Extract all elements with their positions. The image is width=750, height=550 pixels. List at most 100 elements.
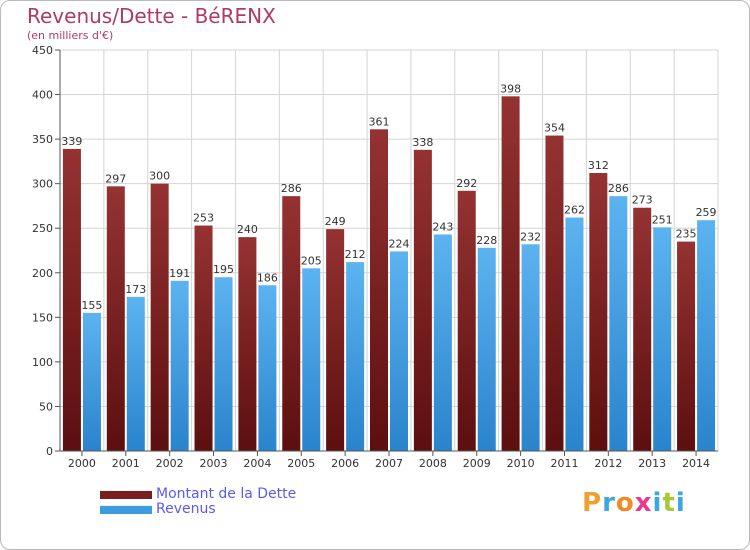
x-tick-label: 2011 [550,457,578,470]
data-label-dette: 338 [412,136,433,149]
bar-dette [238,237,257,451]
y-tick-label: 50 [39,400,53,413]
data-label-revenus: 243 [432,220,453,233]
chart-subtitle: (en milliers d'€) [27,29,114,42]
x-tick-label: 2013 [638,457,666,470]
x-tick-label: 2001 [112,457,140,470]
logo-letter: x [634,488,653,518]
y-tick-label: 200 [32,267,53,280]
bar-revenus [565,217,584,451]
data-label-dette: 300 [149,170,170,183]
bar-revenus [653,227,672,451]
bar-dette [545,135,564,451]
x-tick-label: 2008 [419,457,447,470]
bar-dette [150,183,169,451]
bar-revenus [609,196,628,451]
data-label-revenus: 259 [696,206,717,219]
x-tick-label: 2006 [331,457,359,470]
bar-dette [370,129,388,451]
bar-revenus [170,280,189,451]
data-label-dette: 249 [325,215,346,228]
data-label-revenus: 173 [125,283,146,296]
x-tick-label: 2009 [463,457,491,470]
data-label-revenus: 212 [345,248,366,261]
bar-revenus [521,244,540,451]
bar-dette [282,196,301,451]
y-tick-label: 0 [46,445,53,458]
x-tick-label: 2007 [375,457,403,470]
y-tick-label: 350 [32,133,53,146]
data-label-revenus: 224 [389,237,410,250]
bar-revenus [258,285,277,451]
bar-revenus [82,312,101,451]
data-label-revenus: 155 [81,299,102,312]
proxiti-logo: Proxiti [582,488,686,518]
x-tick-label: 2010 [507,457,535,470]
x-tick-label: 2004 [243,457,271,470]
legend-label-dette: Montant de la Dette [156,486,297,502]
data-label-dette: 240 [237,223,258,236]
data-label-dette: 286 [281,182,302,195]
logo-letter: t [662,488,676,518]
x-tick-label: 2003 [200,457,228,470]
bar-dette [62,148,81,451]
bar-dette [326,229,345,451]
data-label-revenus: 286 [608,182,629,195]
legend-item-dette: Montant de la Dette [100,486,296,502]
data-label-dette: 398 [500,82,521,95]
legend-item-revenus: Revenus [100,501,216,517]
data-label-revenus: 232 [520,230,541,243]
y-tick-label: 300 [32,178,53,191]
bar-revenus [477,247,496,451]
chart-title: Revenus/Dette - BéRENX [27,4,276,28]
bar-dette [501,96,520,452]
legend-swatch-revenus [100,504,152,514]
logo-letter: P [582,488,603,518]
data-label-revenus: 262 [564,204,585,217]
bar-dette [457,190,476,451]
y-tick-label: 150 [32,311,53,324]
data-label-dette: 297 [105,172,126,185]
gridlines [60,49,719,451]
data-label-dette: 339 [61,135,82,148]
data-label-revenus: 228 [476,234,497,247]
x-tick-label: 2005 [287,457,315,470]
data-label-dette: 292 [456,177,477,190]
legend-label-revenus: Revenus [156,501,216,517]
data-label-dette: 354 [544,122,565,135]
data-label-dette: 235 [676,228,697,241]
data-label-revenus: 186 [257,271,278,284]
logo-letter: o [615,488,635,518]
bar-revenus [126,296,145,451]
data-label-dette: 312 [588,159,609,172]
bar-chart: 0 50 100 150 200 250 300 350 400 450 2000 2001 2002 2… [32,44,719,470]
data-label-revenus: 195 [213,263,234,276]
data-label-dette: 273 [632,194,653,207]
legend-swatch-dette [100,489,152,499]
data-labels: 339 155 297 173 300 191 253 195 240 186 286 205 249 2… [61,82,716,312]
bar-dette [106,186,125,451]
x-tick-label: 2000 [68,457,96,470]
y-tick-label: 400 [32,89,53,102]
bar-revenus [433,234,452,451]
bar-dette [633,207,652,451]
bar-revenus [346,262,365,451]
x-tick-label: 2014 [682,457,710,470]
y-tick-label: 100 [32,356,53,369]
data-label-revenus: 205 [301,254,322,267]
bar-dette [677,241,696,451]
bar-revenus [214,277,233,451]
logo-letter: i [675,488,686,518]
y-tick-label: 250 [32,222,53,235]
data-label-revenus: 191 [169,267,190,280]
logo-letter: r [602,488,616,518]
logo-letter: i [652,488,663,518]
y-tick-label: 450 [32,44,53,57]
bar-revenus [697,220,716,451]
axes: 0 50 100 150 200 250 300 350 400 450 2000 2001 2002 2… [32,44,718,470]
data-label-dette: 253 [193,212,214,225]
data-label-dette: 361 [369,115,390,128]
bar-dette [194,225,213,451]
bars [62,96,716,452]
x-tick-label: 2012 [594,457,622,470]
